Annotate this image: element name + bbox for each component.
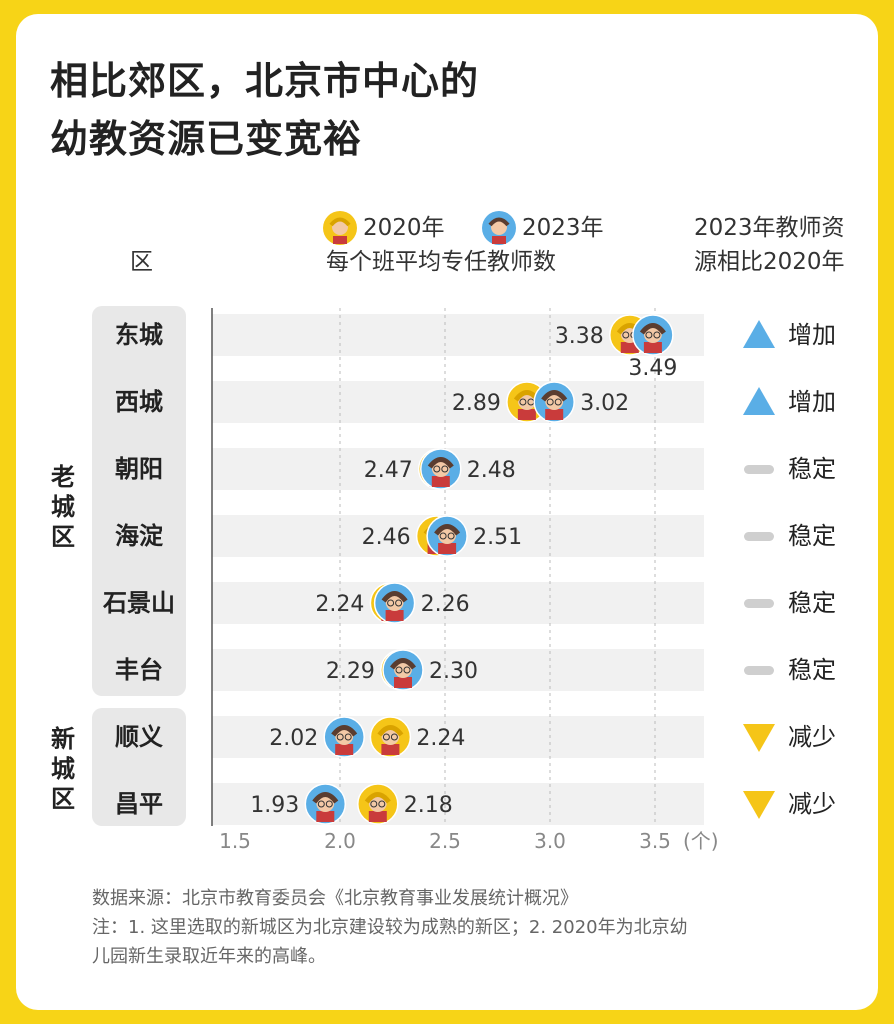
- x-tick-label: 3.5: [639, 829, 671, 853]
- dash-icon: [744, 532, 774, 541]
- new-city-char: 区: [51, 785, 75, 813]
- value-label-high: 2.26: [421, 592, 470, 617]
- x-tick-label: 2.0: [324, 829, 356, 853]
- triangle-down-icon: [743, 791, 775, 819]
- value-label-low: 2.47: [364, 458, 413, 483]
- metric-label: 每个班平均专任教师数: [326, 249, 556, 275]
- district-label: 昌平: [115, 790, 163, 818]
- old-city-char: 城: [51, 493, 75, 521]
- dot-2023: [420, 448, 462, 490]
- district-label: 海淀: [115, 522, 163, 550]
- value-label-low: 3.38: [555, 324, 604, 349]
- chart-title: 相比郊区，北京市中心的 幼教资源已变宽裕: [50, 52, 479, 168]
- value-label-high: 2.18: [404, 793, 453, 818]
- value-label-high: 2.30: [429, 659, 478, 684]
- value-label-high: 3.49: [628, 356, 677, 381]
- row-bg: [212, 649, 704, 691]
- district-label: 西城: [115, 388, 163, 416]
- x-tick-label: 2.5: [429, 829, 461, 853]
- status-label: 稳定: [788, 455, 836, 483]
- row-bg: [212, 381, 704, 423]
- district-label: 丰台: [115, 656, 163, 684]
- legend-2023-icon: [482, 211, 516, 245]
- value-label-low: 2.02: [269, 726, 318, 751]
- dash-icon: [744, 465, 774, 474]
- dash-icon: [744, 599, 774, 608]
- new-city-label: 新 城 区: [48, 724, 78, 814]
- dot-2020: [369, 716, 412, 758]
- new-city-bg: [92, 708, 186, 826]
- change-header-line-2: 源相比2020年: [694, 249, 845, 275]
- legend-2020-label: 2020年: [363, 215, 445, 241]
- value-label-low: 1.93: [250, 793, 299, 818]
- source-line-2: 注：1. 这里选取的新城区为北京建设较为成熟的新区；2. 2020年为北京幼: [92, 917, 688, 938]
- status-label: 稳定: [788, 522, 836, 550]
- row-bg: [212, 716, 704, 758]
- value-label-low: 2.46: [362, 525, 411, 550]
- status-label: 增加: [788, 321, 836, 349]
- value-label-low: 2.29: [326, 659, 375, 684]
- triangle-up-icon: [743, 387, 775, 415]
- x-tick-label: 3.0: [534, 829, 566, 853]
- change-header-line-1: 2023年教师资: [694, 215, 845, 241]
- x-unit-label: (个): [683, 829, 719, 853]
- status-label: 稳定: [788, 656, 836, 684]
- dot-2023: [323, 716, 365, 758]
- value-label-high: 2.51: [473, 525, 522, 550]
- dot-2023: [304, 783, 347, 825]
- status-label: 增加: [788, 388, 836, 416]
- district-label: 石景山: [103, 589, 175, 617]
- x-tick-label: 1.5: [219, 829, 251, 853]
- district-label: 东城: [115, 321, 163, 349]
- value-label-high: 2.24: [416, 726, 465, 751]
- source-line-3: 儿园新生录取近年来的高峰。: [92, 946, 326, 967]
- value-label-low: 2.89: [452, 391, 501, 416]
- status-label: 减少: [788, 790, 836, 818]
- dot-2020: [357, 783, 399, 825]
- dot-2023: [426, 515, 468, 557]
- dot-2023: [533, 381, 575, 423]
- old-city-bg: [92, 306, 186, 696]
- status-label: 减少: [788, 723, 836, 751]
- old-city-char: 老: [51, 463, 75, 491]
- value-label-low: 2.24: [315, 592, 364, 617]
- row-bg: [212, 783, 704, 825]
- legend-2023-label: 2023年: [522, 215, 604, 241]
- title-line-1: 相比郊区，北京市中心的: [50, 59, 480, 103]
- source-note: 数据来源：北京市教育委员会《北京教育事业发展统计概况》 注：1. 这里选取的新城…: [92, 884, 688, 971]
- district-header: 区: [130, 249, 153, 275]
- dot-2023: [373, 582, 416, 624]
- new-city-char: 新: [51, 725, 75, 753]
- title-line-2: 幼教资源已变宽裕: [50, 117, 363, 161]
- triangle-up-icon: [743, 320, 775, 348]
- row-bg: [212, 582, 704, 624]
- new-city-char: 城: [51, 755, 75, 783]
- dot-2023: [382, 649, 424, 691]
- old-city-char: 区: [51, 523, 75, 551]
- legend-2020-icon: [323, 211, 357, 245]
- district-label: 朝阳: [115, 455, 163, 483]
- value-label-high: 2.48: [467, 458, 516, 483]
- triangle-down-icon: [743, 724, 775, 752]
- source-line-1: 数据来源：北京市教育委员会《北京教育事业发展统计概况》: [92, 888, 578, 909]
- value-label-high: 3.02: [580, 391, 629, 416]
- district-label: 顺义: [115, 723, 163, 751]
- status-label: 稳定: [788, 589, 836, 617]
- dot-2023: [632, 314, 674, 356]
- dash-icon: [744, 666, 774, 675]
- old-city-label: 老 城 区: [48, 462, 78, 552]
